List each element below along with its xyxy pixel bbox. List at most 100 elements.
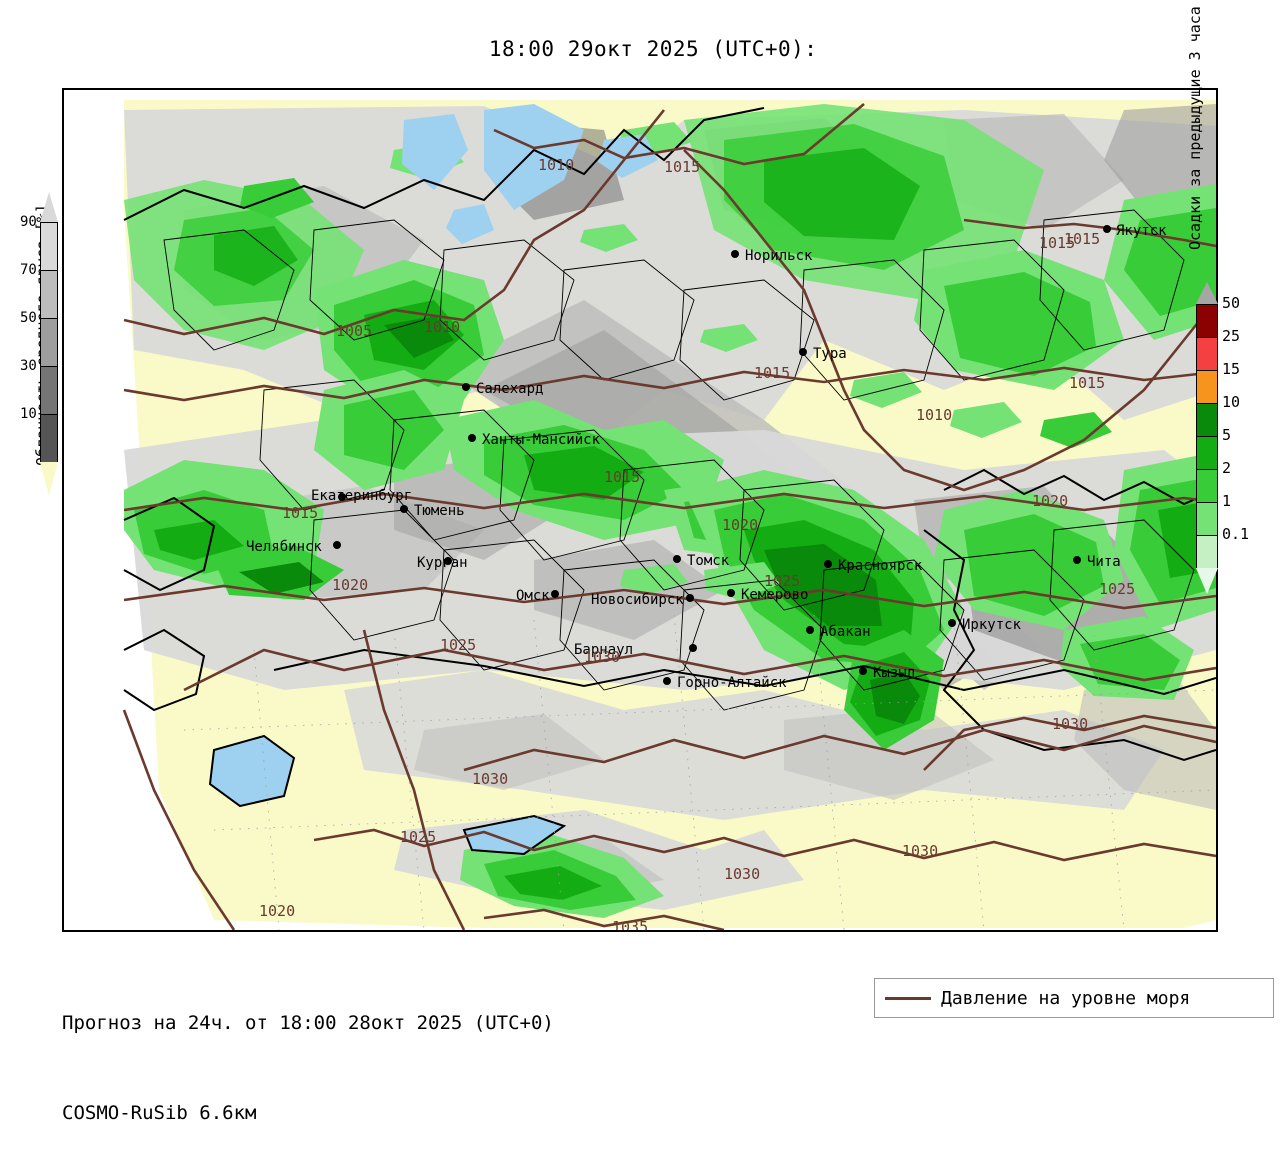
isobar-label: 1015 [282,504,319,522]
city-marker[interactable] [338,493,346,501]
isobar-label: 1015 [1069,374,1106,392]
precip-cb-segment [1196,535,1218,568]
isobar-label: 1030 [724,865,761,883]
isobar-label: 1020 [259,902,296,920]
isobar-label: 1015 [1039,234,1076,252]
city-marker[interactable] [689,644,697,652]
forecast-info-line: Прогноз на 24ч. от 18:00 28окт 2025 (UTC… [62,1012,554,1034]
isobar-label: 1030 [902,842,939,860]
isobar-label: 1030 [584,648,621,666]
city-label: Тура [813,346,847,362]
city-marker[interactable] [824,560,832,568]
isobar-label: 1010 [916,406,953,424]
precip-cb-tick: 1 [1222,492,1232,510]
model-info-line: COSMO-RuSib 6.6км [62,1102,257,1124]
city-label: Абакан [820,624,871,640]
city-marker[interactable] [333,541,341,549]
precip-cb-segment [1196,469,1218,502]
cloud-cb-segment [40,318,58,366]
city-label: Горно-Алтайск [677,675,787,691]
isobar-label: 1020 [332,576,369,594]
graticule [183,614,1216,930]
isobar-label: 1020 [722,516,759,534]
isobar-label: 1015 [754,364,791,382]
city-marker[interactable] [444,557,452,565]
map-canvas [64,90,1216,930]
cloudiness-colorbar-strip [40,192,58,496]
precip-cb-tick: 5 [1222,426,1232,444]
city-label: Омск [516,588,550,604]
isobar-label: 1005 [336,322,373,340]
cloud-cb-tick: 90 [20,214,37,230]
city-marker[interactable] [799,348,807,356]
isobar-label: 1010 [424,318,461,336]
precipitation-colorbar: 50 25 15 10 5 2 1 0.1 [1196,268,1280,598]
precip-cb-tick: 15 [1222,360,1241,378]
city-label: Челябинск [246,539,322,555]
pressure-legend: Давление на уровне моря [874,978,1274,1018]
cloud-cb-segment [40,414,58,462]
isobar-label: 1020 [1032,492,1069,510]
city-marker[interactable] [1073,556,1081,564]
footer-text: Прогноз на 24ч. от 18:00 28окт 2025 (UTC… [62,948,554,1158]
city-marker[interactable] [663,677,671,685]
isobar-label: 1015 [604,468,641,486]
weather-map[interactable]: Якутск Норильск Салехард Тура Ханты-Мансийск… [62,88,1218,932]
isobar-label: 1010 [538,156,575,174]
city-marker[interactable] [731,250,739,258]
city-marker[interactable] [400,505,408,513]
city-label: Норильск [745,248,813,264]
city-label: Курган [417,555,468,571]
isobar-label: 1025 [400,828,437,846]
city-label: Красноярск [838,558,923,574]
cloud-cb-under-arrow [40,462,58,496]
isobar-label: 1015 [664,158,701,176]
city-marker[interactable] [468,434,476,442]
isobar-label: 1025 [440,636,477,654]
city-marker[interactable] [686,594,694,602]
pressure-line-swatch [885,996,931,1000]
precip-cb-segment [1196,502,1218,535]
precip-cb-tick: 10 [1222,393,1241,411]
city-marker[interactable] [551,590,559,598]
city-label: Барнаул [574,642,634,658]
city-marker[interactable] [948,619,956,627]
isobar-label: 1035 [612,918,649,932]
precip-cb-tick: 0.1 [1222,525,1250,543]
city-label: Томск [687,553,730,569]
isobar-label: 1030 [472,770,509,788]
precip-cb-tick: 25 [1222,327,1241,345]
precip-cb-segment [1196,304,1218,337]
city-label: Чита [1087,554,1121,570]
city-marker[interactable] [859,667,867,675]
city-marker[interactable] [1103,225,1111,233]
region-borders [163,209,1195,711]
city-label: Якутск [1116,223,1167,239]
city-label: Салехард [476,381,544,397]
precip-cb-under-arrow [1196,568,1218,594]
isobar-label: 1015 [1064,230,1101,248]
city-marker[interactable] [462,383,470,391]
city-marker[interactable] [727,589,735,597]
cloud-cb-over-arrow [40,192,58,222]
city-label: Екатеринбург [311,488,413,504]
city-marker[interactable] [806,626,814,634]
city-label: Иркутск [962,617,1022,633]
isobar-label: 1030 [1052,715,1089,733]
cloud-cb-segment [40,222,58,270]
precip-cb-segment [1196,337,1218,370]
precipitation-colorbar-strip [1196,282,1218,594]
country-borders [123,107,1216,856]
precip-cb-segment [1196,403,1218,436]
city-label: Тюмень [414,503,465,519]
cloud-cb-tick: 30 [20,358,37,374]
isobars [122,103,1216,930]
isobar-label: 1025 [764,572,801,590]
title-line-1: 18:00 29окт 2025 (UTC+0): [488,37,818,61]
city-marker[interactable] [673,555,681,563]
precip-cb-segment [1196,370,1218,403]
cloud-cb-segment [40,366,58,414]
cloud-cb-tick: 50 [20,310,37,326]
city-label: Кызыл [873,665,916,681]
